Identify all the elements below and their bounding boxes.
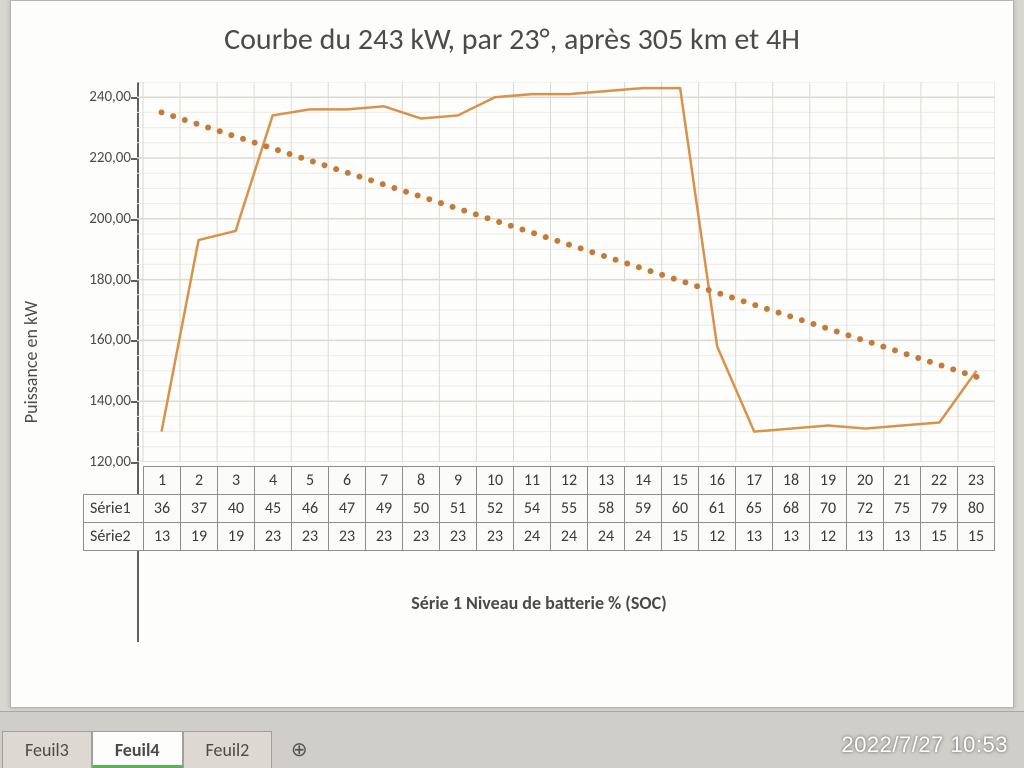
table-cell: 72 — [847, 495, 884, 523]
table-cell: 65 — [736, 495, 773, 523]
table-cell: 52 — [477, 495, 514, 523]
table-row: Série21319192323232323232324242424151213… — [84, 523, 995, 551]
table-cell: 23 — [329, 523, 366, 551]
table-cell: 23 — [292, 523, 329, 551]
table-cell: 60 — [662, 495, 699, 523]
chart-area: Puissance en kW 120,00140,00160,00180,00… — [83, 82, 995, 642]
table-cell: 13 — [847, 523, 884, 551]
table-cell: 50 — [403, 495, 440, 523]
table-cell: 68 — [773, 495, 810, 523]
table-cell: 58 — [588, 495, 625, 523]
table-cell: 80 — [958, 495, 995, 523]
y-tick-label: 180,00 — [89, 271, 131, 289]
table-cell: 13 — [144, 523, 181, 551]
chart-svg — [137, 82, 995, 462]
table-cell: 55 — [551, 495, 588, 523]
sheet-tab-feuil3[interactable]: Feuil3 — [2, 731, 92, 768]
table-cell: 16 — [699, 467, 736, 495]
table-cell: 13 — [884, 523, 921, 551]
table-cell: 19 — [181, 523, 218, 551]
camera-timestamp: 2022/7/27 10:53 — [841, 732, 1008, 758]
table-cell: 19 — [218, 523, 255, 551]
table-cell: 47 — [329, 495, 366, 523]
table-cell: 4 — [255, 467, 292, 495]
table-cell: 59 — [625, 495, 662, 523]
sheet-tabs: Feuil3Feuil4Feuil2⊕ — [0, 728, 326, 768]
sheet-tab-feuil2[interactable]: Feuil2 — [183, 731, 273, 768]
table-cell: 11 — [514, 467, 551, 495]
table-cell: 18 — [773, 467, 810, 495]
sheet-tab-bar: Feuil3Feuil4Feuil2⊕ 2022/7/27 10:53 — [0, 711, 1024, 768]
table-cell: 13 — [736, 523, 773, 551]
table-cell: 9 — [440, 467, 477, 495]
table-cell: 22 — [921, 467, 958, 495]
table-cell: 15 — [662, 467, 699, 495]
y-tick-label: 160,00 — [89, 331, 131, 349]
chart-plot — [137, 82, 995, 462]
table-cell: 21 — [884, 467, 921, 495]
chart-title: Courbe du 243 kW, par 23°, après 305 km … — [29, 21, 995, 58]
table-cell: 3 — [218, 467, 255, 495]
table-cell: 24 — [514, 523, 551, 551]
table-cell: 75 — [884, 495, 921, 523]
chart-data-table: 1234567891011121314151617181920212223Sér… — [83, 466, 995, 551]
table-row-header — [84, 467, 144, 495]
table-cell: 15 — [921, 523, 958, 551]
table-cell: 45 — [255, 495, 292, 523]
spreadsheet-sheet-area: Courbe du 243 kW, par 23°, après 305 km … — [10, 0, 1014, 708]
table-cell: 19 — [810, 467, 847, 495]
y-tick-label: 200,00 — [89, 210, 131, 228]
y-tick-label: 220,00 — [89, 149, 131, 167]
table-cell: 24 — [588, 523, 625, 551]
table-cell: 13 — [588, 467, 625, 495]
table-cell: 14 — [625, 467, 662, 495]
y-tick-label: 140,00 — [89, 392, 131, 410]
table-cell: 12 — [699, 523, 736, 551]
add-sheet-button[interactable]: ⊕ — [272, 731, 326, 768]
table-cell: 40 — [218, 495, 255, 523]
table-cell: 61 — [699, 495, 736, 523]
table-cell: 17 — [736, 467, 773, 495]
table-cell: 23 — [255, 523, 292, 551]
table-cell: 7 — [366, 467, 403, 495]
table-cell: 54 — [514, 495, 551, 523]
table-cell: 70 — [810, 495, 847, 523]
table-cell: 79 — [921, 495, 958, 523]
table-cell: 1 — [144, 467, 181, 495]
table-cell: 20 — [847, 467, 884, 495]
table-row-header: Série1 — [84, 495, 144, 523]
table-cell: 13 — [773, 523, 810, 551]
table-cell: 23 — [477, 523, 514, 551]
table-cell: 24 — [551, 523, 588, 551]
table-cell: 51 — [440, 495, 477, 523]
table-cell: 23 — [440, 523, 477, 551]
table-cell: 8 — [403, 467, 440, 495]
table-cell: 37 — [181, 495, 218, 523]
table-row: Série13637404546474950515254555859606165… — [84, 495, 995, 523]
table-cell: 2 — [181, 467, 218, 495]
table-row: 1234567891011121314151617181920212223 — [84, 467, 995, 495]
table-cell: 46 — [292, 495, 329, 523]
table-cell: 12 — [551, 467, 588, 495]
table-cell: 10 — [477, 467, 514, 495]
table-cell: 23 — [366, 523, 403, 551]
sheet-tab-feuil4[interactable]: Feuil4 — [92, 731, 183, 768]
table-cell: 24 — [625, 523, 662, 551]
table-cell: 23 — [958, 467, 995, 495]
table-cell: 49 — [366, 495, 403, 523]
table-cell: 6 — [329, 467, 366, 495]
x-axis-label: Série 1 Niveau de batterie % (SOC) — [83, 592, 995, 614]
table-cell: 12 — [810, 523, 847, 551]
table-cell: 15 — [662, 523, 699, 551]
y-axis-ticks: 120,00140,00160,00180,00200,00220,00240,… — [83, 82, 137, 462]
y-axis-label: Puissance en kW — [20, 301, 42, 423]
table-cell: 15 — [958, 523, 995, 551]
table-cell: 36 — [144, 495, 181, 523]
y-tick-label: 240,00 — [89, 88, 131, 106]
table-cell: 23 — [403, 523, 440, 551]
table-cell: 5 — [292, 467, 329, 495]
table-row-header: Série2 — [84, 523, 144, 551]
